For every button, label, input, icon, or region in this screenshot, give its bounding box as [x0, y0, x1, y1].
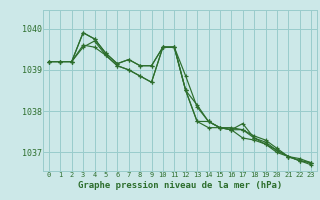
- X-axis label: Graphe pression niveau de la mer (hPa): Graphe pression niveau de la mer (hPa): [78, 181, 282, 190]
